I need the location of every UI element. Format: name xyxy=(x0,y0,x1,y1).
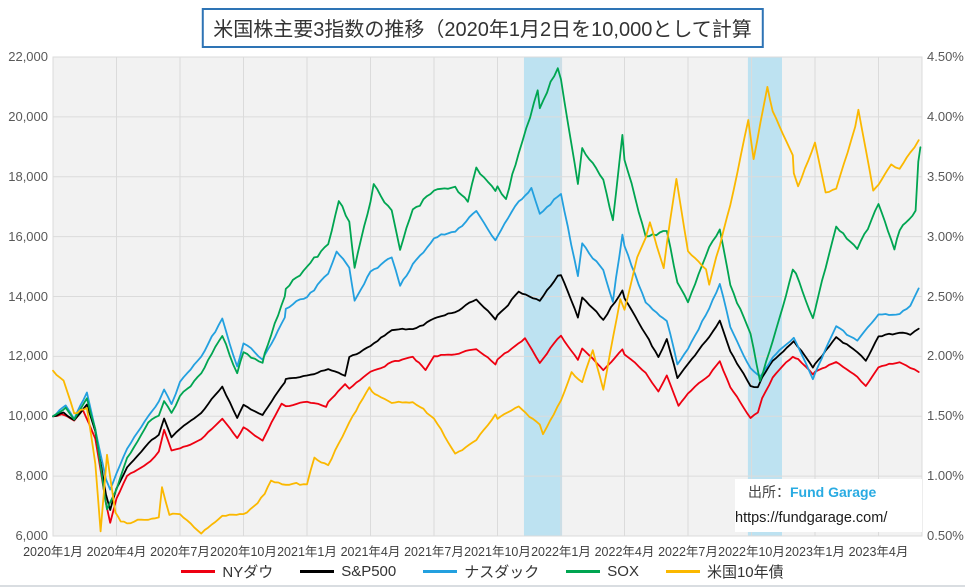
source-box: 出所：Fund Garage https://fundgarage.com/ xyxy=(735,479,922,532)
y-left-tick-label: 20,000 xyxy=(8,108,48,124)
legend-item-ny-dow: NYダウ xyxy=(181,561,273,582)
legend-item-nasdaq: ナスダック xyxy=(423,561,539,582)
y-left-tick-label: 8,000 xyxy=(15,468,48,484)
y-right-tick-label: 0.50% xyxy=(927,528,964,543)
y-right-tick-label: 4.50% xyxy=(927,49,964,64)
y-right-tick-label: 2.50% xyxy=(927,288,964,304)
series-line-ust10y xyxy=(52,86,920,535)
legend-label-sp500: S&P500 xyxy=(341,562,397,580)
y-right-tick-label: 1.50% xyxy=(927,408,964,424)
legend-swatch-ny-dow xyxy=(181,569,216,573)
legend-item-ust10y: 米国10年債 xyxy=(665,561,784,582)
x-tick-label: 2021年1月 xyxy=(277,545,337,559)
x-tick-label: 2020年4月 xyxy=(86,545,147,559)
x-tick-label: 2020年7月 xyxy=(150,545,210,559)
legend-swatch-sp500 xyxy=(300,569,335,573)
chart-legend: NYダウ S&P500 ナスダック SOX 米国10年債 xyxy=(0,558,965,584)
plot-border xyxy=(52,56,923,537)
legend-swatch-nasdaq xyxy=(423,569,458,573)
x-tick-label: 2023年1月 xyxy=(785,545,845,559)
series-line-nasdaq xyxy=(52,187,920,491)
x-tick-label: 2022年10月 xyxy=(718,545,785,559)
x-tick-label: 2020年10月 xyxy=(210,545,277,559)
source-prefix: 出所： xyxy=(748,484,790,500)
legend-label-sox: SOX xyxy=(607,562,639,580)
legend-item-sox: SOX xyxy=(566,563,639,580)
y-left-tick-label: 22,000 xyxy=(8,49,48,64)
x-tick-label: 2021年7月 xyxy=(404,545,464,559)
x-tick-label: 2023年4月 xyxy=(848,545,909,559)
legend-label-ny-dow: NYダウ xyxy=(222,563,274,581)
x-tick-label: 2021年4月 xyxy=(340,545,401,559)
y-right-tick-label: 3.00% xyxy=(927,228,964,244)
source-attribution: 出所：Fund Garage xyxy=(735,479,922,505)
legend-swatch-ust10y xyxy=(665,569,700,573)
x-tick-label: 2020年1月 xyxy=(23,545,83,559)
source-url: https://fundgarage.com/ xyxy=(735,510,888,526)
series-line-sp500 xyxy=(52,274,920,511)
y-left-tick-label: 18,000 xyxy=(8,168,48,184)
chart-title: 米国株主要3指数の推移（2020年1月2日を10,000として計算 xyxy=(201,8,764,48)
y-right-tick-label: 1.00% xyxy=(927,468,964,484)
y-left-tick-label: 12,000 xyxy=(8,348,48,364)
legend-label-ust10y: 米国10年債 xyxy=(706,563,784,581)
y-left-tick-label: 6,000 xyxy=(15,528,48,543)
y-left-tick-label: 10,000 xyxy=(8,408,48,424)
y-left-tick-label: 16,000 xyxy=(8,228,48,244)
source-brand: Fund Garage xyxy=(790,484,877,500)
x-tick-label: 2022年4月 xyxy=(594,545,655,559)
legend-swatch-sox xyxy=(566,569,601,573)
y-right-tick-label: 3.50% xyxy=(927,168,964,184)
x-tick-label: 2022年1月 xyxy=(531,545,591,559)
series-line-sox xyxy=(52,67,922,511)
legend-item-sp500: S&P500 xyxy=(300,563,396,580)
y-right-tick-label: 4.00% xyxy=(927,108,964,124)
y-left-tick-label: 14,000 xyxy=(8,288,48,304)
legend-label-nasdaq: ナスダック xyxy=(464,563,540,581)
series-line-ny-dow xyxy=(52,334,920,524)
y-right-tick-label: 2.00% xyxy=(927,348,964,364)
x-tick-label: 2021年10月 xyxy=(464,545,531,559)
x-tick-label: 2022年7月 xyxy=(658,545,718,559)
